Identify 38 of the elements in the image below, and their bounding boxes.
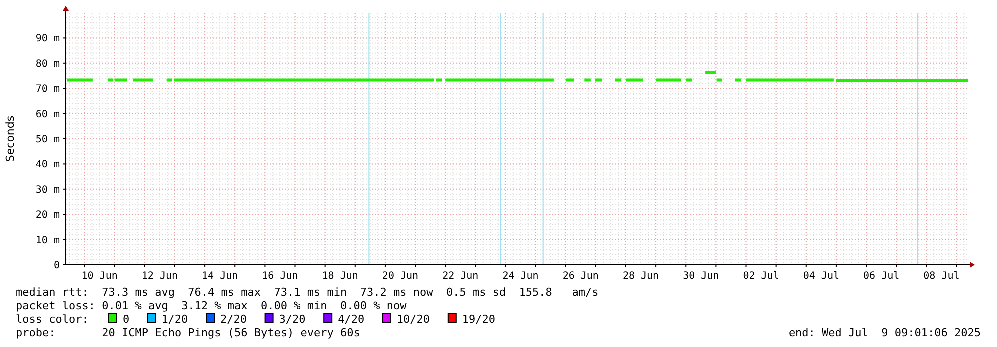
legend-label: 2/20 — [220, 313, 247, 326]
x-tick-label: 28 Jun — [622, 271, 660, 282]
text: probe: 20 ICMP Echo Pings (56 Bytes) every 60s — [16, 326, 360, 340]
x-tick-label: 26 Jun — [562, 271, 599, 282]
y-tick-label: 90 m — [36, 34, 60, 45]
legend-label: 10/20 — [396, 313, 430, 326]
x-tick-label: 30 Jun — [683, 271, 720, 282]
y-tick-label: 30 m — [36, 184, 60, 196]
y-tick-label: 50 m — [36, 134, 60, 146]
x-tick-label: 08 Jul — [924, 271, 960, 282]
x-tick-label: 12 Jun — [142, 271, 178, 282]
y-tick-label: 20 m — [36, 210, 60, 222]
x-tick-label: 24 Jun — [502, 271, 539, 282]
y-tick-label: 0 — [54, 260, 60, 272]
legend-label: 0 — [123, 313, 130, 326]
legend-label: 3/20 — [279, 313, 306, 326]
text: median rtt: 73.3 ms avg 76.4 ms max 73.1 ms min 73.2 ms now 0.5 ms sd 155.8 am/s — [16, 286, 599, 299]
x-tick-label: 22 Jun — [442, 271, 479, 282]
y-tick-label: 60 m — [36, 109, 60, 120]
y-tick-label: 10 m — [36, 235, 60, 246]
x-tick-label: 20 Jun — [382, 271, 419, 282]
y-tick-label: 70 m — [36, 84, 60, 96]
y-axis-title: Seconds — [4, 116, 17, 162]
x-tick-label: 06 Jul — [863, 271, 900, 282]
x-tick-label: 02 Jul — [743, 271, 780, 282]
x-tick-label: 18 Jun — [322, 271, 358, 282]
y-tick-label: 40 m — [36, 160, 60, 171]
y-tick-label: 80 m — [36, 58, 60, 70]
legend-title: loss color: — [16, 313, 89, 326]
legend-label: 19/20 — [462, 313, 496, 326]
x-tick-label: 10 Jun — [82, 271, 118, 282]
text: end: Wed Jul 9 09:01:06 2025 — [788, 326, 981, 340]
text: packet loss: 0.01 % avg 3.12 % max 0.00 % min 0.00 % now — [16, 300, 408, 312]
x-tick-label: 04 Jul — [803, 271, 840, 282]
x-tick-label: 14 Jun — [202, 271, 238, 282]
x-tick-label: 16 Jun — [262, 271, 298, 282]
legend-label: 1/20 — [162, 313, 188, 326]
legend-label: 4/20 — [338, 313, 365, 326]
